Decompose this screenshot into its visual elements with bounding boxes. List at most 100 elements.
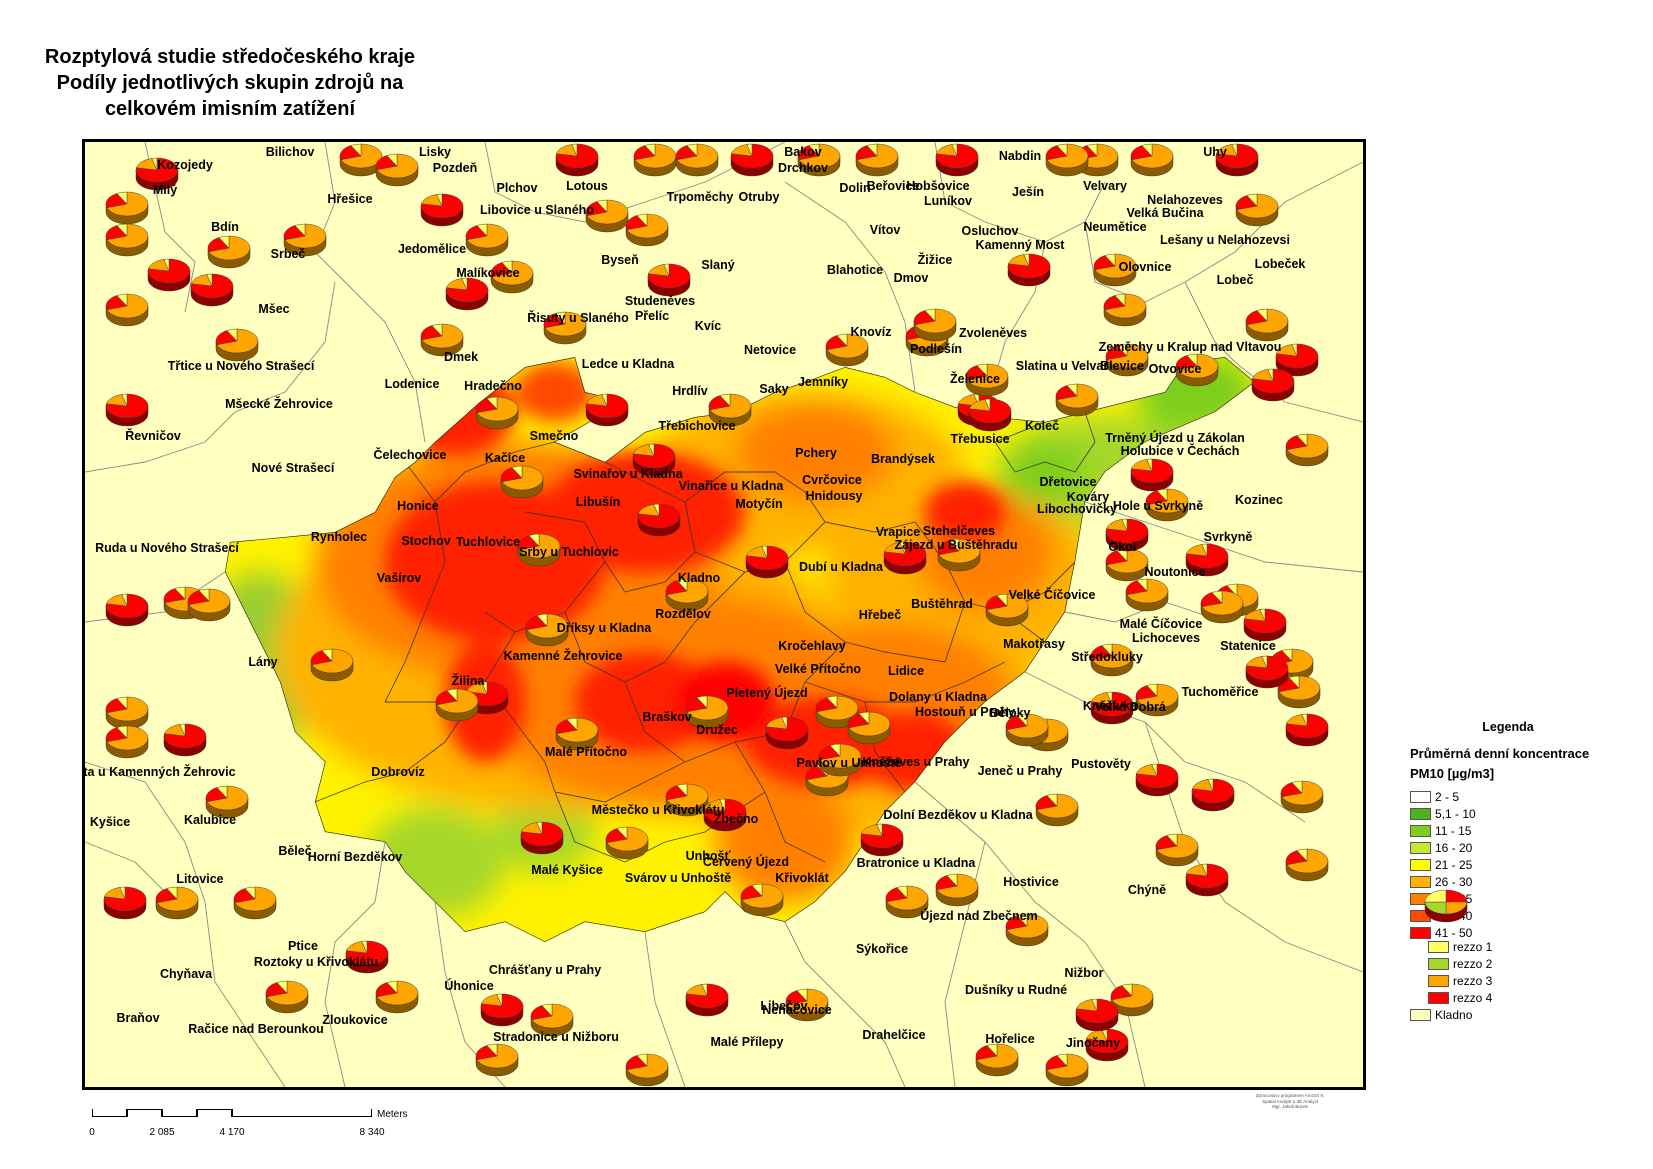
place-label: Nové Strašecí bbox=[251, 461, 335, 475]
place-label: Trněný Újezd u Zákolan bbox=[1105, 431, 1245, 445]
source-share-pie bbox=[1245, 308, 1289, 342]
source-share-pie bbox=[847, 711, 891, 745]
pie-chart-layer bbox=[103, 143, 1329, 1087]
legend-rezzo-swatch bbox=[1428, 958, 1449, 970]
place-label: Litovice bbox=[176, 872, 224, 886]
source-share-pie bbox=[1130, 458, 1174, 492]
source-share-pie bbox=[1251, 368, 1295, 402]
place-label: Hostivice bbox=[1003, 875, 1059, 889]
place-label: Uhy bbox=[1203, 145, 1227, 159]
source-share-pie bbox=[625, 1053, 669, 1087]
scale-bar-segment bbox=[127, 1109, 162, 1117]
source-share-pie bbox=[283, 223, 327, 257]
source-share-pie bbox=[1045, 1053, 1089, 1087]
place-label: Buštěhrad bbox=[911, 597, 973, 611]
scale-bar-segment bbox=[92, 1109, 127, 1117]
credits-line-2: Spatial Analyst a 3D Analyst bbox=[1261, 1098, 1319, 1104]
place-label: Kamenné Žehrovice bbox=[503, 649, 623, 663]
place-label: Koleč bbox=[1024, 419, 1060, 433]
legend-class-swatch bbox=[1410, 791, 1431, 803]
source-share-pie bbox=[163, 723, 207, 757]
source-share-pie bbox=[555, 717, 599, 751]
source-share-pie bbox=[968, 398, 1012, 432]
place-label: Lichoceves bbox=[1131, 631, 1201, 645]
place-label: Otvovice bbox=[1148, 362, 1202, 376]
source-share-pie bbox=[1275, 343, 1319, 377]
scale-tick-2: 4 170 bbox=[219, 1127, 245, 1138]
place-label: Dolin bbox=[839, 181, 871, 195]
place-label: Lány bbox=[248, 655, 278, 669]
source-share-pie bbox=[1285, 848, 1329, 882]
place-label: Vrapice bbox=[875, 525, 921, 539]
place-label: Hřešice bbox=[327, 192, 373, 206]
place-label: Žilina bbox=[451, 674, 485, 688]
place-label: Běleč bbox=[278, 844, 312, 858]
place-label: Milý bbox=[152, 183, 178, 197]
place-label: Velké Číčovice bbox=[1008, 588, 1096, 602]
place-label: Lobeček bbox=[1254, 257, 1306, 271]
source-share-pie bbox=[675, 143, 719, 177]
scale-tick-1: 2 085 bbox=[149, 1127, 175, 1138]
place-label: Kročehlavy bbox=[778, 639, 846, 653]
source-share-pie bbox=[205, 785, 249, 819]
place-label: Trpoměchy bbox=[666, 190, 734, 204]
source-share-pie bbox=[1105, 548, 1149, 582]
source-share-pie bbox=[310, 648, 354, 682]
legend-pie-icon bbox=[1424, 889, 1468, 923]
source-share-pie bbox=[860, 823, 904, 857]
place-label: Roztoky u Křivoklátu bbox=[253, 955, 379, 969]
place-label: Nabdin bbox=[998, 149, 1042, 163]
place-label: Hnidousy bbox=[805, 489, 863, 503]
place-label: Družec bbox=[696, 723, 738, 737]
place-label: Přelíc bbox=[634, 309, 670, 323]
place-label: Úhonice bbox=[444, 979, 494, 993]
place-label: Malé Číčovice bbox=[1119, 617, 1203, 631]
place-label: Velká Dobrá bbox=[1094, 700, 1166, 714]
place-label: Křivoklát bbox=[775, 871, 829, 885]
source-share-pie bbox=[1005, 713, 1049, 747]
source-share-pie bbox=[105, 593, 149, 627]
source-share-pie bbox=[1130, 143, 1174, 177]
source-share-pie bbox=[265, 980, 309, 1014]
source-share-pie bbox=[740, 883, 784, 917]
legend-rezzo-label: rezzo 4 bbox=[1453, 991, 1493, 1005]
place-label: Městečko u Křivoklátu bbox=[591, 803, 725, 817]
source-share-pie bbox=[965, 363, 1009, 397]
place-label: Bdín bbox=[211, 220, 239, 234]
place-label: Kamenný Most bbox=[975, 238, 1065, 252]
credits-line-1: Zpracováno programem ArcGIS 9, bbox=[1255, 1093, 1325, 1098]
place-label: Hrdlív bbox=[672, 384, 708, 398]
place-label: Malé Přílepy bbox=[710, 1035, 784, 1049]
place-label: Malé Kyšice bbox=[531, 863, 603, 877]
place-label: Hobšovice bbox=[906, 179, 970, 193]
legend-class-swatch bbox=[1410, 808, 1431, 820]
source-share-pie bbox=[105, 393, 149, 427]
source-share-pie bbox=[420, 323, 464, 357]
map-title-line-2: Podíly jednotlivých skupin zdrojů na bbox=[56, 72, 404, 94]
legend-class-swatch bbox=[1410, 859, 1431, 871]
place-label: Třebusice bbox=[950, 432, 1010, 446]
legend-class-label: 2 - 5 bbox=[1435, 790, 1460, 804]
place-label: Lisky bbox=[419, 145, 451, 159]
scale-tick-3: 8 340 bbox=[359, 1127, 385, 1138]
place-label: Dobrovíz bbox=[371, 765, 425, 779]
place-label: Smečno bbox=[529, 429, 579, 443]
source-share-pie bbox=[1005, 913, 1049, 947]
source-share-pie bbox=[375, 980, 419, 1014]
source-share-pie bbox=[1235, 193, 1279, 227]
credits: Zpracováno programem ArcGIS 9, Spatial A… bbox=[1220, 1093, 1360, 1110]
map-frame[interactable]: Bilichov Lisky Pozdeň Bakov Drchkov Nabdin Uhy… bbox=[82, 139, 1366, 1090]
place-label: Saky bbox=[759, 382, 789, 396]
source-share-pie bbox=[685, 695, 729, 729]
source-share-pie bbox=[1075, 998, 1119, 1032]
source-share-pie bbox=[1280, 780, 1324, 814]
place-label: Stradonice u Nižboru bbox=[493, 1030, 619, 1044]
place-label: Řisuty u Slaného bbox=[527, 311, 629, 325]
place-label: Kladno bbox=[677, 571, 721, 585]
source-share-pie bbox=[420, 193, 464, 227]
source-share-pie bbox=[937, 538, 981, 572]
place-label: Hole u Svrkyně bbox=[1112, 499, 1204, 513]
source-share-pie bbox=[1125, 578, 1169, 612]
place-label: Neumětice bbox=[1083, 220, 1147, 234]
place-label: Lhota u Kamenných Žehrovic bbox=[83, 765, 236, 779]
